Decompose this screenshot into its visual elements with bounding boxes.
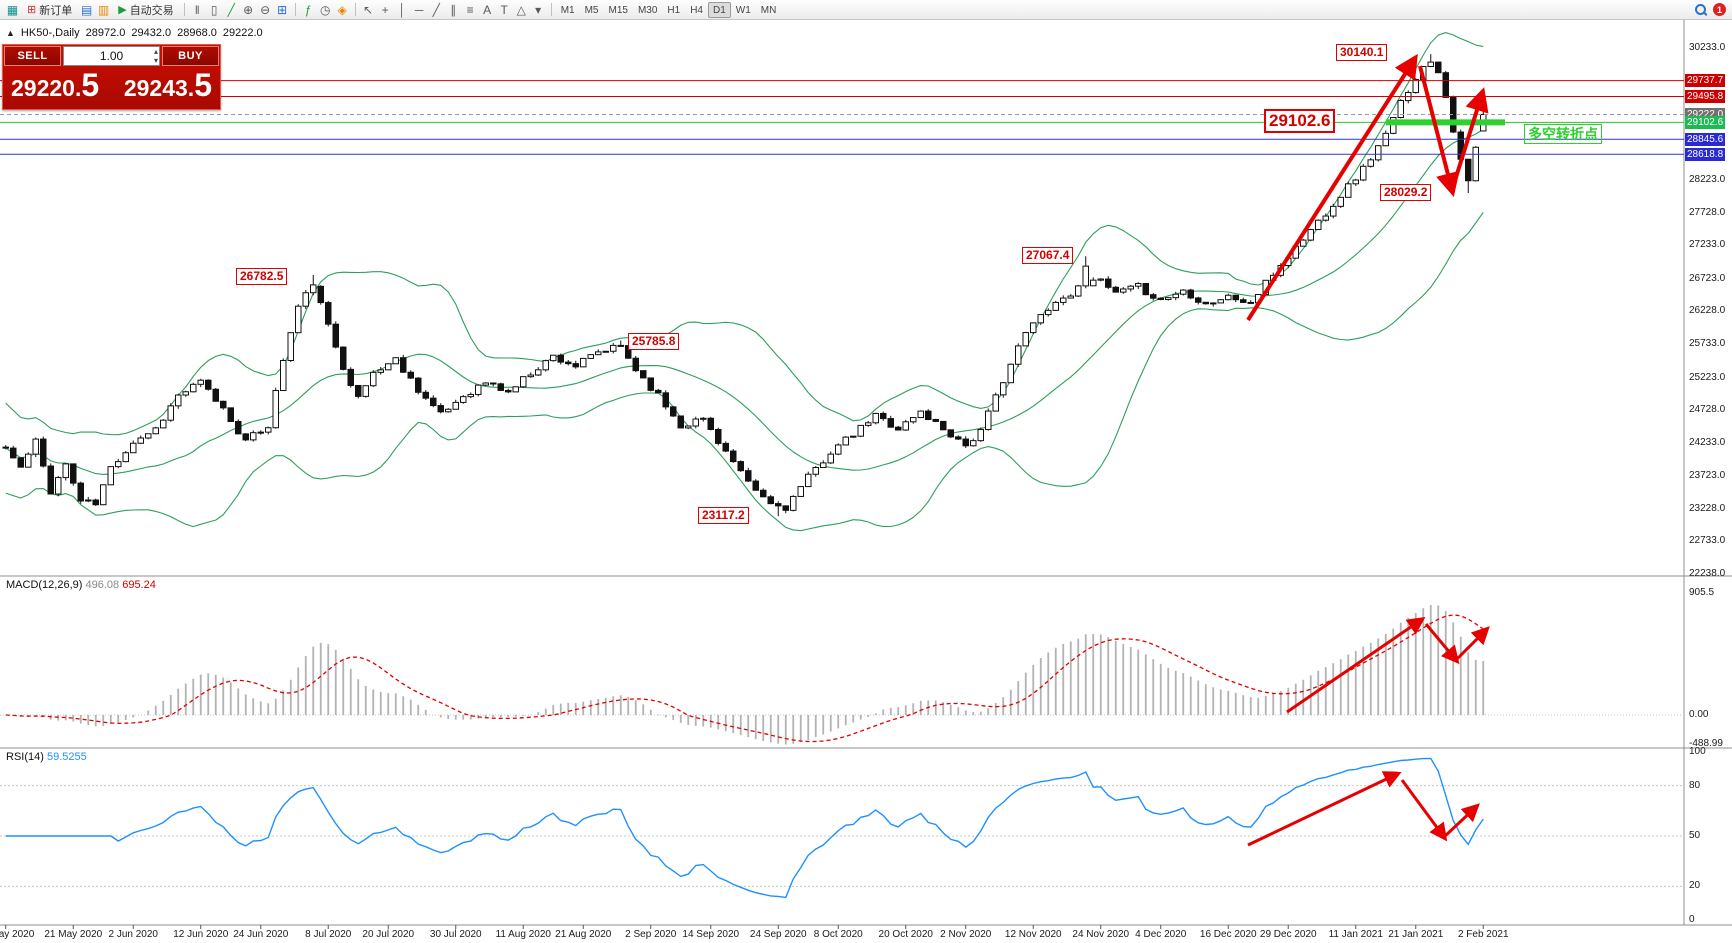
volume-up-button[interactable]: ▴	[153, 47, 158, 56]
cursor-icon[interactable]: ↖	[363, 2, 374, 17]
panel-frame	[0, 20, 1732, 926]
chevron-down-icon[interactable]: ▾	[535, 2, 542, 17]
timeframe-m15[interactable]: M15	[608, 4, 628, 16]
timeframe-h1[interactable]: H1	[667, 4, 681, 16]
collapse-panel-icon[interactable]: ▲	[6, 28, 15, 38]
horizontal-line-icon[interactable]: ─	[414, 2, 424, 17]
rsi-label: RSI(14) 59.5255	[6, 751, 87, 763]
text-tool-icon[interactable]: A	[483, 2, 492, 17]
timeframe-m30[interactable]: M30	[637, 4, 658, 16]
zoom-out-icon[interactable]: ⊖	[260, 2, 271, 17]
vertical-line-icon[interactable]: │	[398, 2, 406, 17]
candlestick-chart-icon[interactable]: ▯	[210, 2, 218, 17]
periods-icon[interactable]: ◷	[319, 2, 331, 17]
line-chart-icon[interactable]: ╱	[227, 2, 235, 17]
timeframe-h4[interactable]: H4	[690, 4, 703, 16]
date-ticks-layer	[5, 925, 1484, 929]
volume-value: 1.00	[99, 49, 124, 63]
toolbar-separator	[550, 3, 552, 16]
buy-button[interactable]: BUY	[162, 46, 219, 66]
data-window-icon[interactable]: ▥	[98, 2, 110, 17]
candles-layer	[2, 54, 1487, 517]
bar-chart-icon[interactable]: ‖	[194, 2, 200, 17]
timeframe-w1[interactable]: W1	[735, 4, 751, 16]
volume-field[interactable]: 1.00 ▴ ▾	[63, 46, 160, 66]
volume-down-button[interactable]: ▾	[153, 56, 158, 65]
rsi-layer	[0, 757, 1684, 899]
sell-button[interactable]: SELL	[4, 46, 61, 66]
trend-arrows-layer	[1246, 53, 1490, 847]
ohlc-low: 28968.0	[177, 27, 217, 39]
auto-trading-icon: ▶	[118, 4, 127, 16]
new-order-label: 新订单	[39, 4, 73, 17]
trendline-icon[interactable]: ╱	[432, 2, 440, 17]
timeframe-m5[interactable]: M5	[584, 4, 599, 16]
search-icon[interactable]	[1695, 3, 1707, 16]
ohlc-open: 28972.0	[85, 27, 126, 39]
chart-ohlc-header: ▲ HK50-,Daily 28972.0 29432.0 28968.0 29…	[6, 27, 263, 39]
sell-price: 29220.5	[11, 67, 100, 103]
timeframe-d1[interactable]: D1	[708, 1, 731, 18]
toolbar-separator	[354, 3, 356, 16]
ohlc-high: 29432.0	[131, 27, 172, 39]
zoom-in-icon[interactable]: ⊕	[243, 2, 254, 17]
notification-badge[interactable]: 1	[1713, 3, 1726, 16]
crosshair-icon[interactable]: +	[381, 2, 389, 17]
auto-trading-button[interactable]: ▶ 自动交易	[112, 1, 179, 18]
channel-icon[interactable]: ∥	[450, 2, 457, 17]
new-order-button[interactable]: ⊞ 新订单	[21, 1, 78, 18]
one-click-trading-panel: SELL 1.00 ▴ ▾ BUY 29220.5 29243.5	[2, 44, 221, 110]
market-watch-icon[interactable]: ▤	[81, 2, 93, 17]
auto-trading-label: 自动交易	[129, 4, 174, 17]
label-tool-icon[interactable]: T	[500, 2, 508, 17]
bollinger-bands-layer	[5, 32, 1484, 532]
toolbar: ▦ ⊞ 新订单 ▤ ▥ ▶ 自动交易 ‖ ▯ ╱ ⊕ ⊖ ⊞ ƒ ◷ ◈ ↖ +…	[0, 0, 1732, 20]
toolbar-separator	[294, 3, 296, 16]
ohlc-close: 29222.0	[222, 27, 263, 39]
new-order-icon: ⊞	[27, 4, 37, 16]
templates-icon[interactable]: ◈	[337, 2, 347, 17]
tile-windows-icon[interactable]: ⊞	[277, 2, 288, 17]
shapes-tool-icon[interactable]: △	[516, 2, 526, 17]
chart-window-icon[interactable]: ▦	[6, 2, 19, 17]
toolbar-right: 1	[1695, 3, 1728, 16]
timeframe-mn[interactable]: MN	[760, 4, 777, 16]
macd-label: MACD(12,26,9) 496.08 695.24	[6, 579, 156, 591]
macd-layer	[0, 604, 1684, 745]
indicators-icon[interactable]: ƒ	[304, 2, 312, 17]
toolbar-separator	[183, 3, 185, 16]
timeframe-m1[interactable]: M1	[560, 4, 575, 16]
fibonacci-icon[interactable]: ≡	[466, 2, 474, 17]
buy-price: 29243.5	[123, 67, 212, 103]
symbol-period-label: HK50-,Daily	[20, 27, 80, 39]
